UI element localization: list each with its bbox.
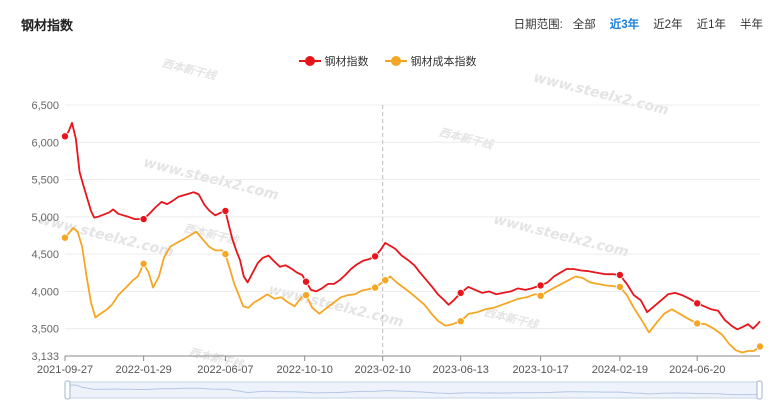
legend-symbol-steel [298,56,321,66]
point-cost [536,291,545,300]
point-steel [301,277,310,286]
watermark-brand: 西本新干线 [438,126,496,152]
y-tick-label: 4,000 [31,286,59,298]
point-steel [371,252,380,261]
point-cost [61,233,70,242]
legend-item-cost[interactable]: 钢材成本指数 [384,53,477,69]
range-option-1y[interactable]: 近1年 [696,19,726,31]
zoom-track [66,381,761,399]
date-range-label: 日期范围: [513,19,563,31]
x-tick-label: 2023-06-13 [433,364,489,376]
date-range-selector: 日期范围: 全部 近3年 近2年 近1年 半年 [514,16,763,32]
zoom-handle-right[interactable] [756,380,763,400]
page-title: 钢材指数 [21,18,74,33]
x-tick-label: 2022-01-29 [115,364,171,376]
y-tick-label: 3,133 [31,351,59,363]
x-tick-label: 2021-09-27 [37,364,93,376]
point-steel [221,206,230,215]
point-cost [139,259,148,268]
watermark-text: www.steelx2.com [532,70,670,119]
x-tick-label: 2023-10-17 [512,364,568,376]
watermark-text: www.steelx2.com [267,282,405,331]
watermark-text: www.steelx2.com [492,212,630,261]
chart-legend: 钢材指数 钢材成本指数 [0,53,775,69]
series-line-steel [64,122,761,331]
zoom-handle-left[interactable] [64,380,71,400]
point-steel [693,299,702,308]
range-option-2y[interactable]: 近2年 [653,19,683,31]
x-tick-label: 2024-06-20 [669,364,725,376]
legend-label-cost: 钢材成本指数 [410,56,477,68]
point-steel [456,288,465,297]
zoom-preview-line [66,384,761,396]
legend-item-steel[interactable]: 钢材指数 [298,53,369,69]
y-tick-label: 6,000 [31,137,59,149]
watermark-brand: 西本新干线 [161,57,219,83]
y-tick-label: 5,500 [31,175,59,187]
y-tick-label: 6,500 [31,100,59,112]
point-cost [456,317,465,326]
watermark-brand: 西本新干线 [483,306,541,332]
point-steel [61,132,70,141]
x-tick-label: 2024-02-19 [592,364,648,376]
point-cost [381,276,390,285]
x-tick-label: 2023-02-10 [355,364,411,376]
point-steel [615,270,624,279]
y-tick-label: 3,500 [31,324,59,336]
series-line-cost [64,227,761,354]
range-option-6m[interactable]: 半年 [740,19,763,31]
data-zoom-slider [64,380,763,400]
y-tick-label: 4,500 [31,249,59,261]
range-option-3y[interactable]: 近3年 [609,19,640,31]
point-cost [756,342,765,351]
legend-symbol-cost [384,56,407,66]
point-cost [371,283,380,292]
point-cost [693,319,702,328]
point-cost [221,250,230,259]
point-cost [615,282,624,291]
range-option-all[interactable]: 全部 [572,19,596,31]
point-steel [536,281,545,290]
y-tick-label: 5,000 [31,212,59,224]
legend-label-steel: 钢材指数 [324,56,369,68]
point-cost [301,291,310,300]
x-tick-label: 2022-10-10 [277,364,333,376]
point-steel [139,215,148,224]
x-tick-label: 2022-06-07 [197,364,253,376]
